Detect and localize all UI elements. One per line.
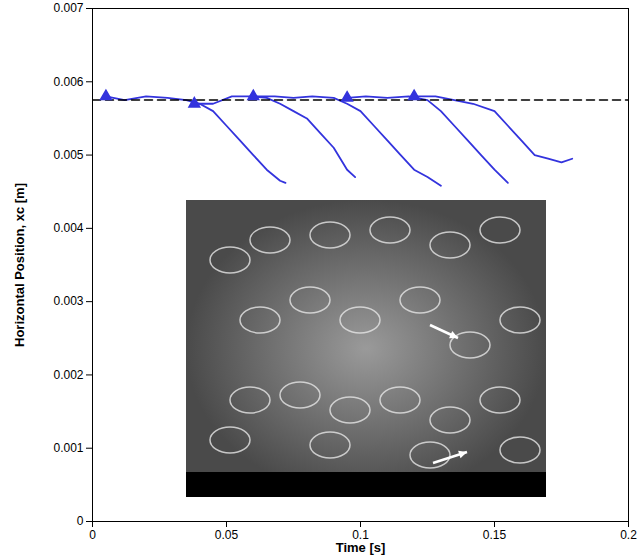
svg-text:0.1: 0.1 <box>352 528 369 542</box>
svg-text:0.001: 0.001 <box>53 441 83 455</box>
svg-text:0: 0 <box>89 528 96 542</box>
svg-text:0.006: 0.006 <box>53 75 83 89</box>
svg-text:0.05: 0.05 <box>215 528 239 542</box>
svg-text:Time [s]: Time [s] <box>336 540 386 555</box>
svg-text:0.005: 0.005 <box>53 148 83 162</box>
svg-text:0.15: 0.15 <box>483 528 507 542</box>
svg-text:Horizontal Position, xc [m]: Horizontal Position, xc [m] <box>12 183 27 347</box>
svg-text:0: 0 <box>77 514 84 528</box>
svg-text:0.007: 0.007 <box>53 1 83 15</box>
svg-text:0.002: 0.002 <box>53 368 83 382</box>
svg-text:0.2: 0.2 <box>620 528 637 542</box>
svg-text:0.004: 0.004 <box>53 221 83 235</box>
svg-text:0.003: 0.003 <box>53 294 83 308</box>
